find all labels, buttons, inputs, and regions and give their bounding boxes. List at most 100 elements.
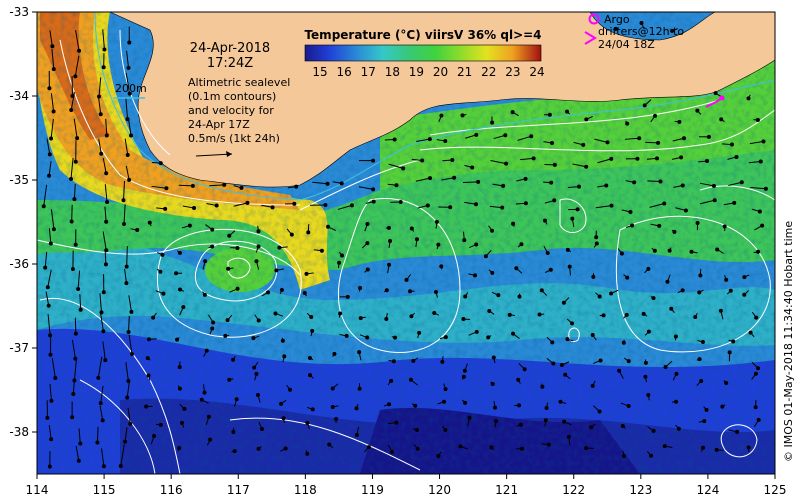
velocity-arrowhead xyxy=(105,200,110,205)
velocity-arrowhead xyxy=(337,260,342,265)
velocity-arrow xyxy=(48,161,52,176)
velocity-arrowhead xyxy=(642,103,647,108)
velocity-arrowhead xyxy=(632,180,637,185)
velocity-arrow xyxy=(649,202,665,208)
velocity-arrow xyxy=(233,202,248,207)
velocity-arrowhead xyxy=(570,321,575,326)
velocity-arrowhead xyxy=(208,437,213,442)
velocity-arrowhead xyxy=(179,420,184,425)
velocity-arrowhead xyxy=(330,386,335,391)
velocity-arrowhead xyxy=(78,441,83,446)
velocity-arrowhead xyxy=(259,427,264,432)
velocity-arrowhead xyxy=(428,176,433,181)
velocity-arrowhead xyxy=(394,420,399,425)
velocity-arrowhead xyxy=(365,335,370,340)
velocity-arrowhead xyxy=(715,247,720,252)
velocity-arrow xyxy=(104,249,107,265)
velocity-arrowhead xyxy=(389,449,394,454)
velocity-arrow xyxy=(128,334,133,355)
velocity-arrowhead xyxy=(338,311,343,316)
velocity-arrowhead xyxy=(391,359,396,364)
velocity-arrow xyxy=(128,316,130,332)
velocity-arrow xyxy=(51,49,55,70)
velocity-arrowhead xyxy=(552,162,557,167)
velocity-arrowhead xyxy=(69,107,74,112)
velocity-arrow xyxy=(647,180,661,183)
velocity-arrowhead xyxy=(581,142,586,147)
velocity-arrowhead xyxy=(174,271,179,276)
velocity-arrow xyxy=(151,185,167,189)
velocity-arrowhead xyxy=(537,312,542,317)
velocity-arrowhead xyxy=(427,137,432,142)
velocity-arrowhead xyxy=(294,184,299,189)
velocity-arrowhead xyxy=(630,223,635,228)
velocity-arrowhead xyxy=(332,351,337,356)
velocity-arrowhead xyxy=(500,205,505,210)
velocity-arrowhead xyxy=(677,119,682,124)
velocity-arrowhead xyxy=(670,28,675,33)
velocity-arrowhead xyxy=(232,449,237,454)
velocity-arrow xyxy=(102,29,105,50)
velocity-arrowhead xyxy=(417,330,422,335)
velocity-arrow xyxy=(749,140,764,145)
velocity-arrowhead xyxy=(190,183,195,188)
velocity-arrowhead xyxy=(49,437,54,442)
velocity-arrowhead xyxy=(489,445,494,450)
velocity-arrowhead xyxy=(214,203,219,208)
velocity-arrowhead xyxy=(546,442,551,447)
velocity-arrowhead xyxy=(518,422,523,427)
velocity-arrowhead xyxy=(231,430,236,435)
velocity-arrowhead xyxy=(398,200,403,205)
y-tick-label: -34 xyxy=(9,89,29,103)
velocity-arrowhead xyxy=(699,378,704,383)
annotation-line: Altimetric sealevel xyxy=(188,76,290,89)
velocity-scale-arrow xyxy=(195,153,233,157)
velocity-arrowhead xyxy=(517,294,522,299)
altimetry-annotation: Altimetric sealevel (0.1m contours) and … xyxy=(188,76,290,157)
velocity-arrowhead xyxy=(746,96,751,101)
velocity-arrowhead xyxy=(467,415,472,420)
velocity-arrowhead xyxy=(624,312,629,317)
velocity-arrowhead xyxy=(646,329,651,334)
velocity-arrowhead xyxy=(256,318,261,323)
velocity-arrowhead xyxy=(51,227,56,232)
velocity-arrowhead xyxy=(319,248,324,253)
velocity-arrow xyxy=(127,407,131,424)
velocity-arrow xyxy=(43,184,48,207)
velocity-arrowhead xyxy=(251,336,256,341)
velocity-arrow xyxy=(125,97,129,120)
velocity-arrowhead xyxy=(653,113,658,118)
velocity-arrowhead xyxy=(641,311,646,316)
velocity-arrowhead xyxy=(122,222,127,227)
velocity-arrowhead xyxy=(371,187,376,192)
velocity-arrowhead xyxy=(177,250,182,255)
velocity-arrowhead xyxy=(720,404,725,409)
velocity-arrowhead xyxy=(371,158,376,163)
velocity-arrowhead xyxy=(288,387,293,392)
velocity-arrowhead xyxy=(701,445,706,450)
colorbar-tick-label: 15 xyxy=(312,65,327,79)
velocity-arrowhead xyxy=(73,331,78,336)
velocity-arrowhead xyxy=(226,266,231,271)
velocity-arrowhead xyxy=(96,375,101,380)
velocity-arrowhead xyxy=(177,365,182,370)
velocity-arrowhead xyxy=(432,311,437,316)
velocity-arrowhead xyxy=(408,377,413,382)
velocity-arrowhead xyxy=(41,204,46,209)
velocity-arrowhead xyxy=(646,393,651,398)
velocity-arrow xyxy=(71,339,76,359)
velocity-arrowhead xyxy=(672,229,677,234)
velocity-arrow xyxy=(101,448,105,467)
velocity-arrowhead xyxy=(411,358,416,363)
velocity-arrowhead xyxy=(239,185,244,190)
velocity-arrowhead xyxy=(565,337,570,342)
x-tick-label: 120 xyxy=(428,483,451,497)
velocity-arrowhead xyxy=(473,273,478,278)
annotation-line: 0.5m/s (1kt 24h) xyxy=(188,132,280,145)
velocity-arrowhead xyxy=(234,397,239,402)
velocity-arrowhead xyxy=(734,155,739,160)
velocity-arrow xyxy=(122,180,126,201)
y-tick-label: -35 xyxy=(9,173,29,187)
velocity-arrowhead xyxy=(439,113,444,118)
